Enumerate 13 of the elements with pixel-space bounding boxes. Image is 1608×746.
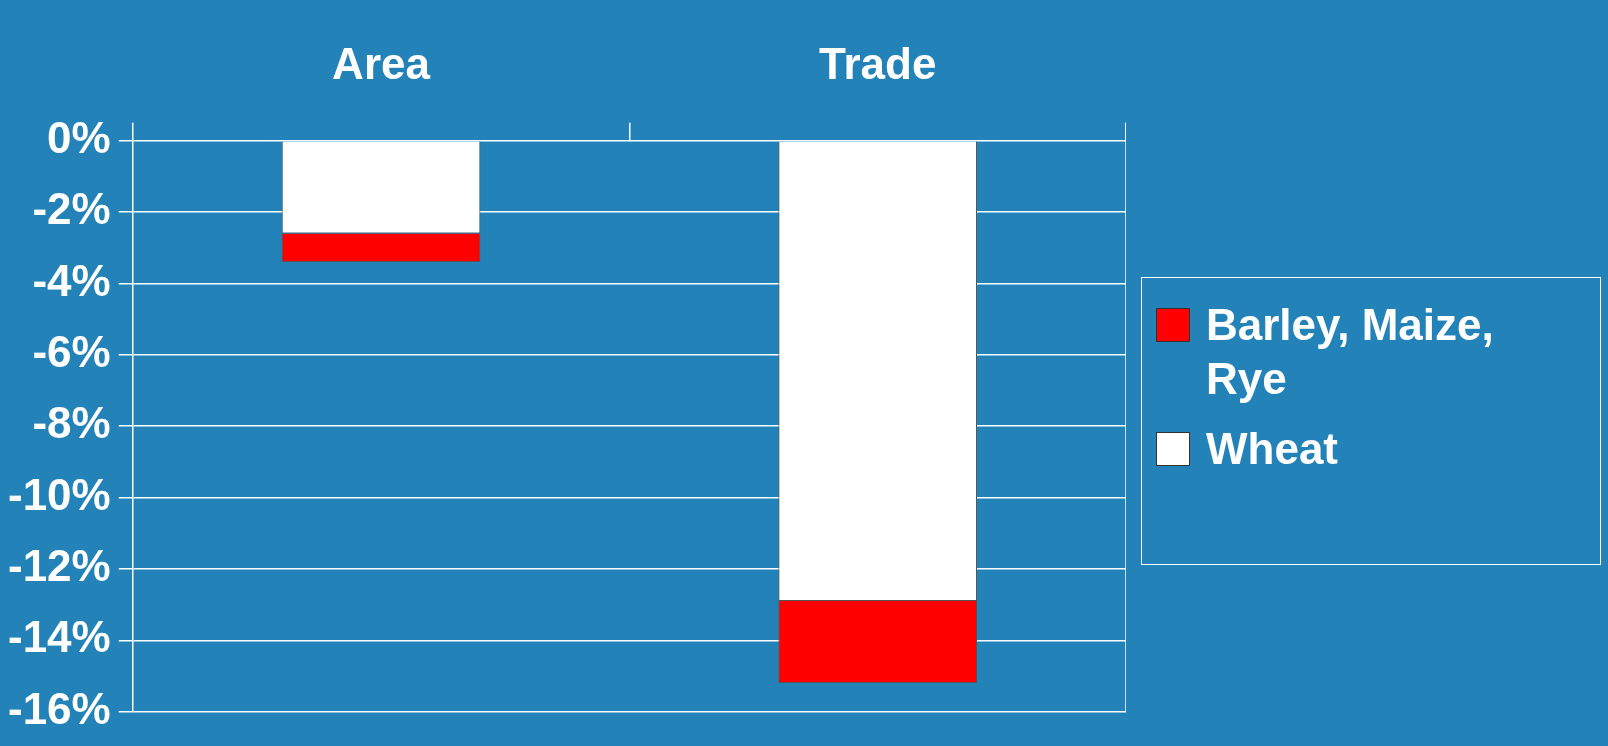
x-tick-label: Area xyxy=(332,38,431,88)
legend-label: Barley, Maize, Rye xyxy=(1206,299,1495,405)
legend-label: Wheat xyxy=(1206,423,1338,475)
y-tick-label: -14% xyxy=(8,612,111,662)
y-tick-label: -8% xyxy=(32,398,111,448)
y-tick-label: -10% xyxy=(8,469,111,519)
y-tick-label: -6% xyxy=(32,326,111,376)
x-tick-label: Trade xyxy=(818,38,937,88)
y-tick-label: -16% xyxy=(8,683,111,733)
y-tick-label: -2% xyxy=(32,184,111,234)
y-tick-label: 0% xyxy=(47,112,111,162)
y-tick-label: -12% xyxy=(8,541,111,591)
y-tick-label: -4% xyxy=(32,255,111,305)
